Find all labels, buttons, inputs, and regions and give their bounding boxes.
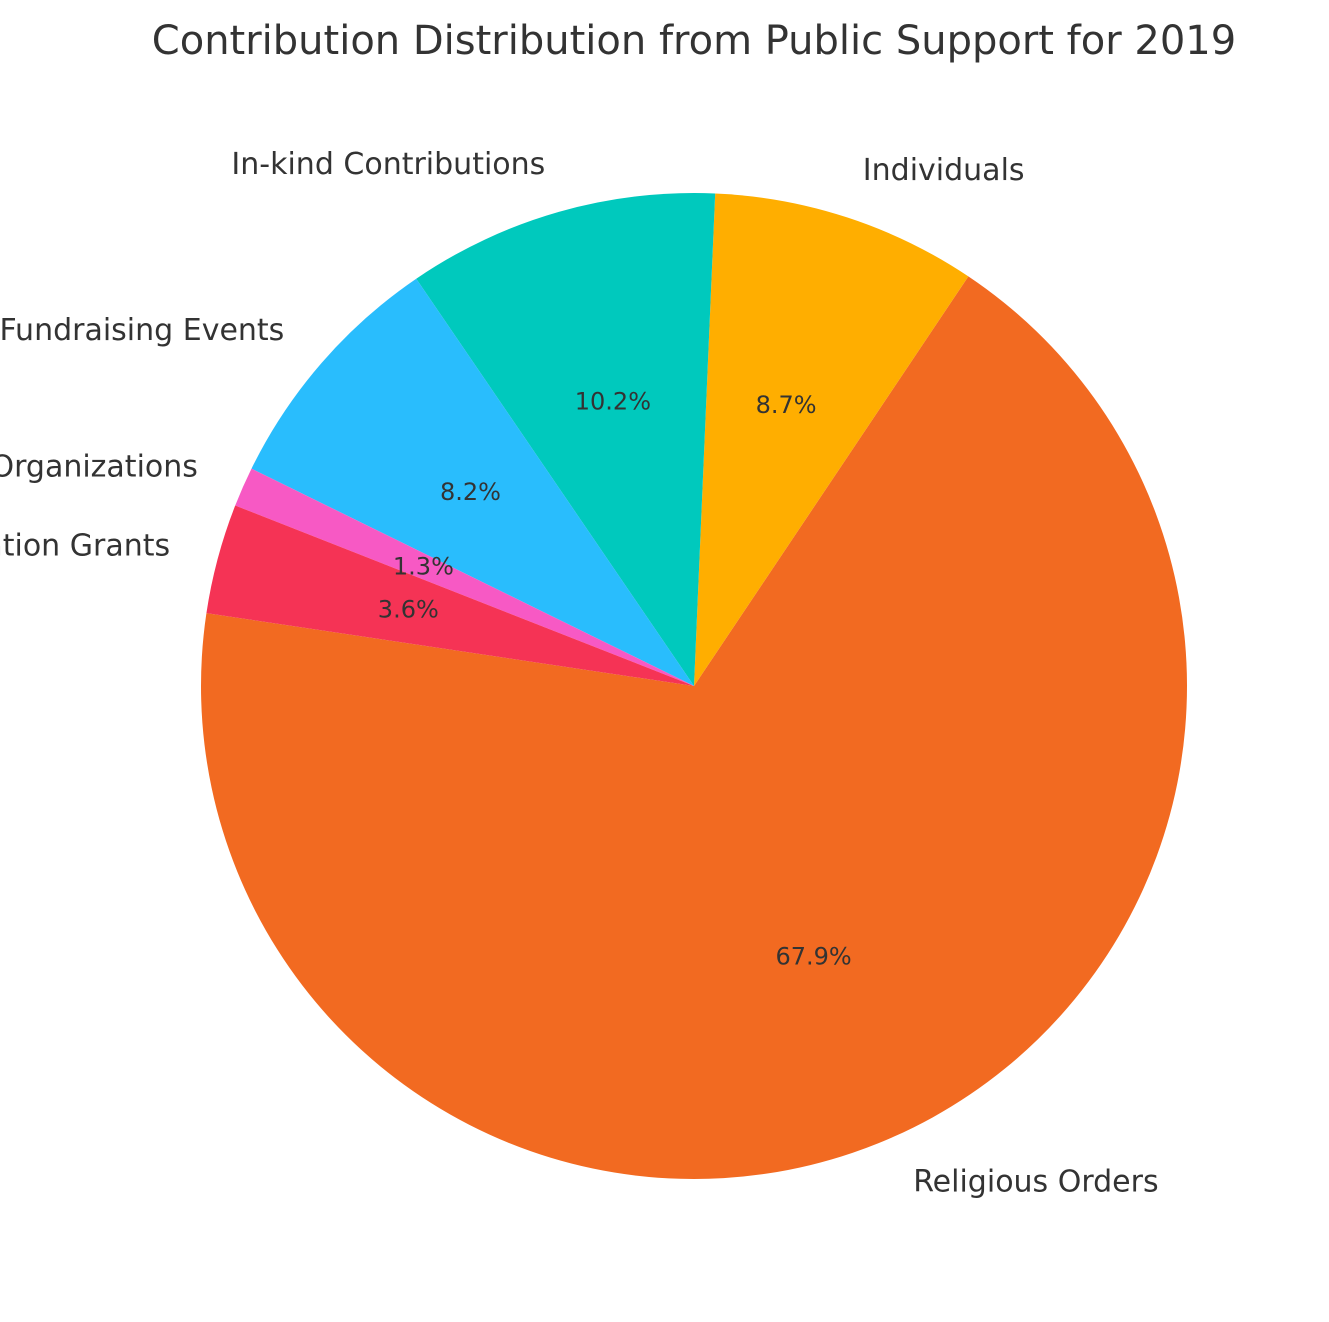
slice-label-in-kind-contributions: In-kind Contributions — [231, 147, 545, 182]
pie-slice-foundation-grants — [206, 505, 695, 686]
slice-label-foundation-grants: Foundation Grants — [0, 528, 170, 563]
slice-percent-in-kind-contributions: 10.2% — [575, 388, 651, 416]
slice-percent-individuals: 8.7% — [756, 391, 817, 419]
slice-percent-religious-orders: 67.9% — [775, 943, 851, 971]
slice-percent-foundation-grants: 3.6% — [378, 596, 439, 624]
slice-label-individuals: Individuals — [863, 153, 1025, 188]
pie-slice-individuals — [694, 193, 969, 686]
slice-label-religious-orders: Religious Orders — [913, 1165, 1158, 1200]
pie-slices — [201, 193, 1188, 1180]
slice-label-churches-and-organizations: Churches & Organizations — [0, 450, 198, 485]
pie-slice-in-kind-contributions — [416, 193, 716, 687]
slice-percent-churches-and-organizations: 1.3% — [393, 553, 454, 581]
pie-slice-religious-orders — [201, 276, 1188, 1180]
slice-percent-fundraising-events: 8.2% — [440, 478, 501, 506]
pie-labels: Religious Orders 67.9% Individuals 8.7% In-k… — [0, 147, 1159, 1200]
pie-slice-fundraising-events — [251, 278, 695, 686]
slice-label-fundraising-events: Fundraising Events — [0, 313, 284, 348]
chart-title: Contribution Distribution from Public Su… — [152, 18, 1236, 64]
pie-slice-churches-and-organizations — [235, 468, 694, 686]
